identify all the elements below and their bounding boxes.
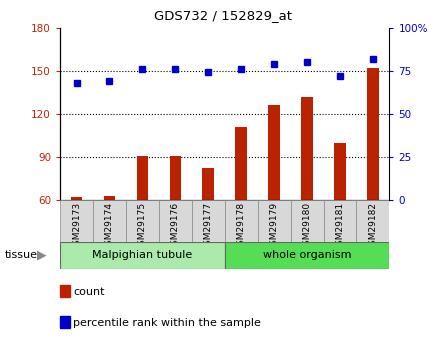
Bar [324,200,356,242]
Text: GSM29174: GSM29174 [105,202,114,251]
Text: GSM29178: GSM29178 [237,202,246,251]
Text: GSM29175: GSM29175 [138,202,147,251]
Bar [93,200,126,242]
Text: Malpighian tubule: Malpighian tubule [92,250,193,260]
Text: ▶: ▶ [36,249,46,262]
Text: whole organism: whole organism [263,250,351,260]
Text: percentile rank within the sample: percentile rank within the sample [73,318,261,327]
Bar [268,105,280,200]
Bar [235,127,247,200]
Bar [137,156,148,200]
Text: tissue: tissue [4,250,37,260]
Bar [159,200,192,242]
Bar [104,196,115,200]
Text: GDS732 / 152829_at: GDS732 / 152829_at [154,9,291,22]
Bar [356,200,389,242]
Bar [192,200,225,242]
Bar [60,241,225,269]
Bar [225,241,389,269]
Bar [202,168,214,200]
Bar [71,197,82,200]
Bar [170,156,181,200]
Text: GSM29179: GSM29179 [270,202,279,251]
Bar [334,142,346,200]
Bar [126,200,159,242]
Text: GSM29182: GSM29182 [368,202,377,251]
Bar [60,200,93,242]
Text: GSM29177: GSM29177 [204,202,213,251]
Text: GSM29176: GSM29176 [171,202,180,251]
Text: count: count [73,287,105,296]
Bar [258,200,291,242]
Text: GSM29181: GSM29181 [336,202,344,251]
Bar [291,200,324,242]
Bar [225,200,258,242]
Bar [367,68,379,200]
Text: GSM29173: GSM29173 [72,202,81,251]
Text: GSM29180: GSM29180 [303,202,312,251]
Bar [301,97,313,200]
